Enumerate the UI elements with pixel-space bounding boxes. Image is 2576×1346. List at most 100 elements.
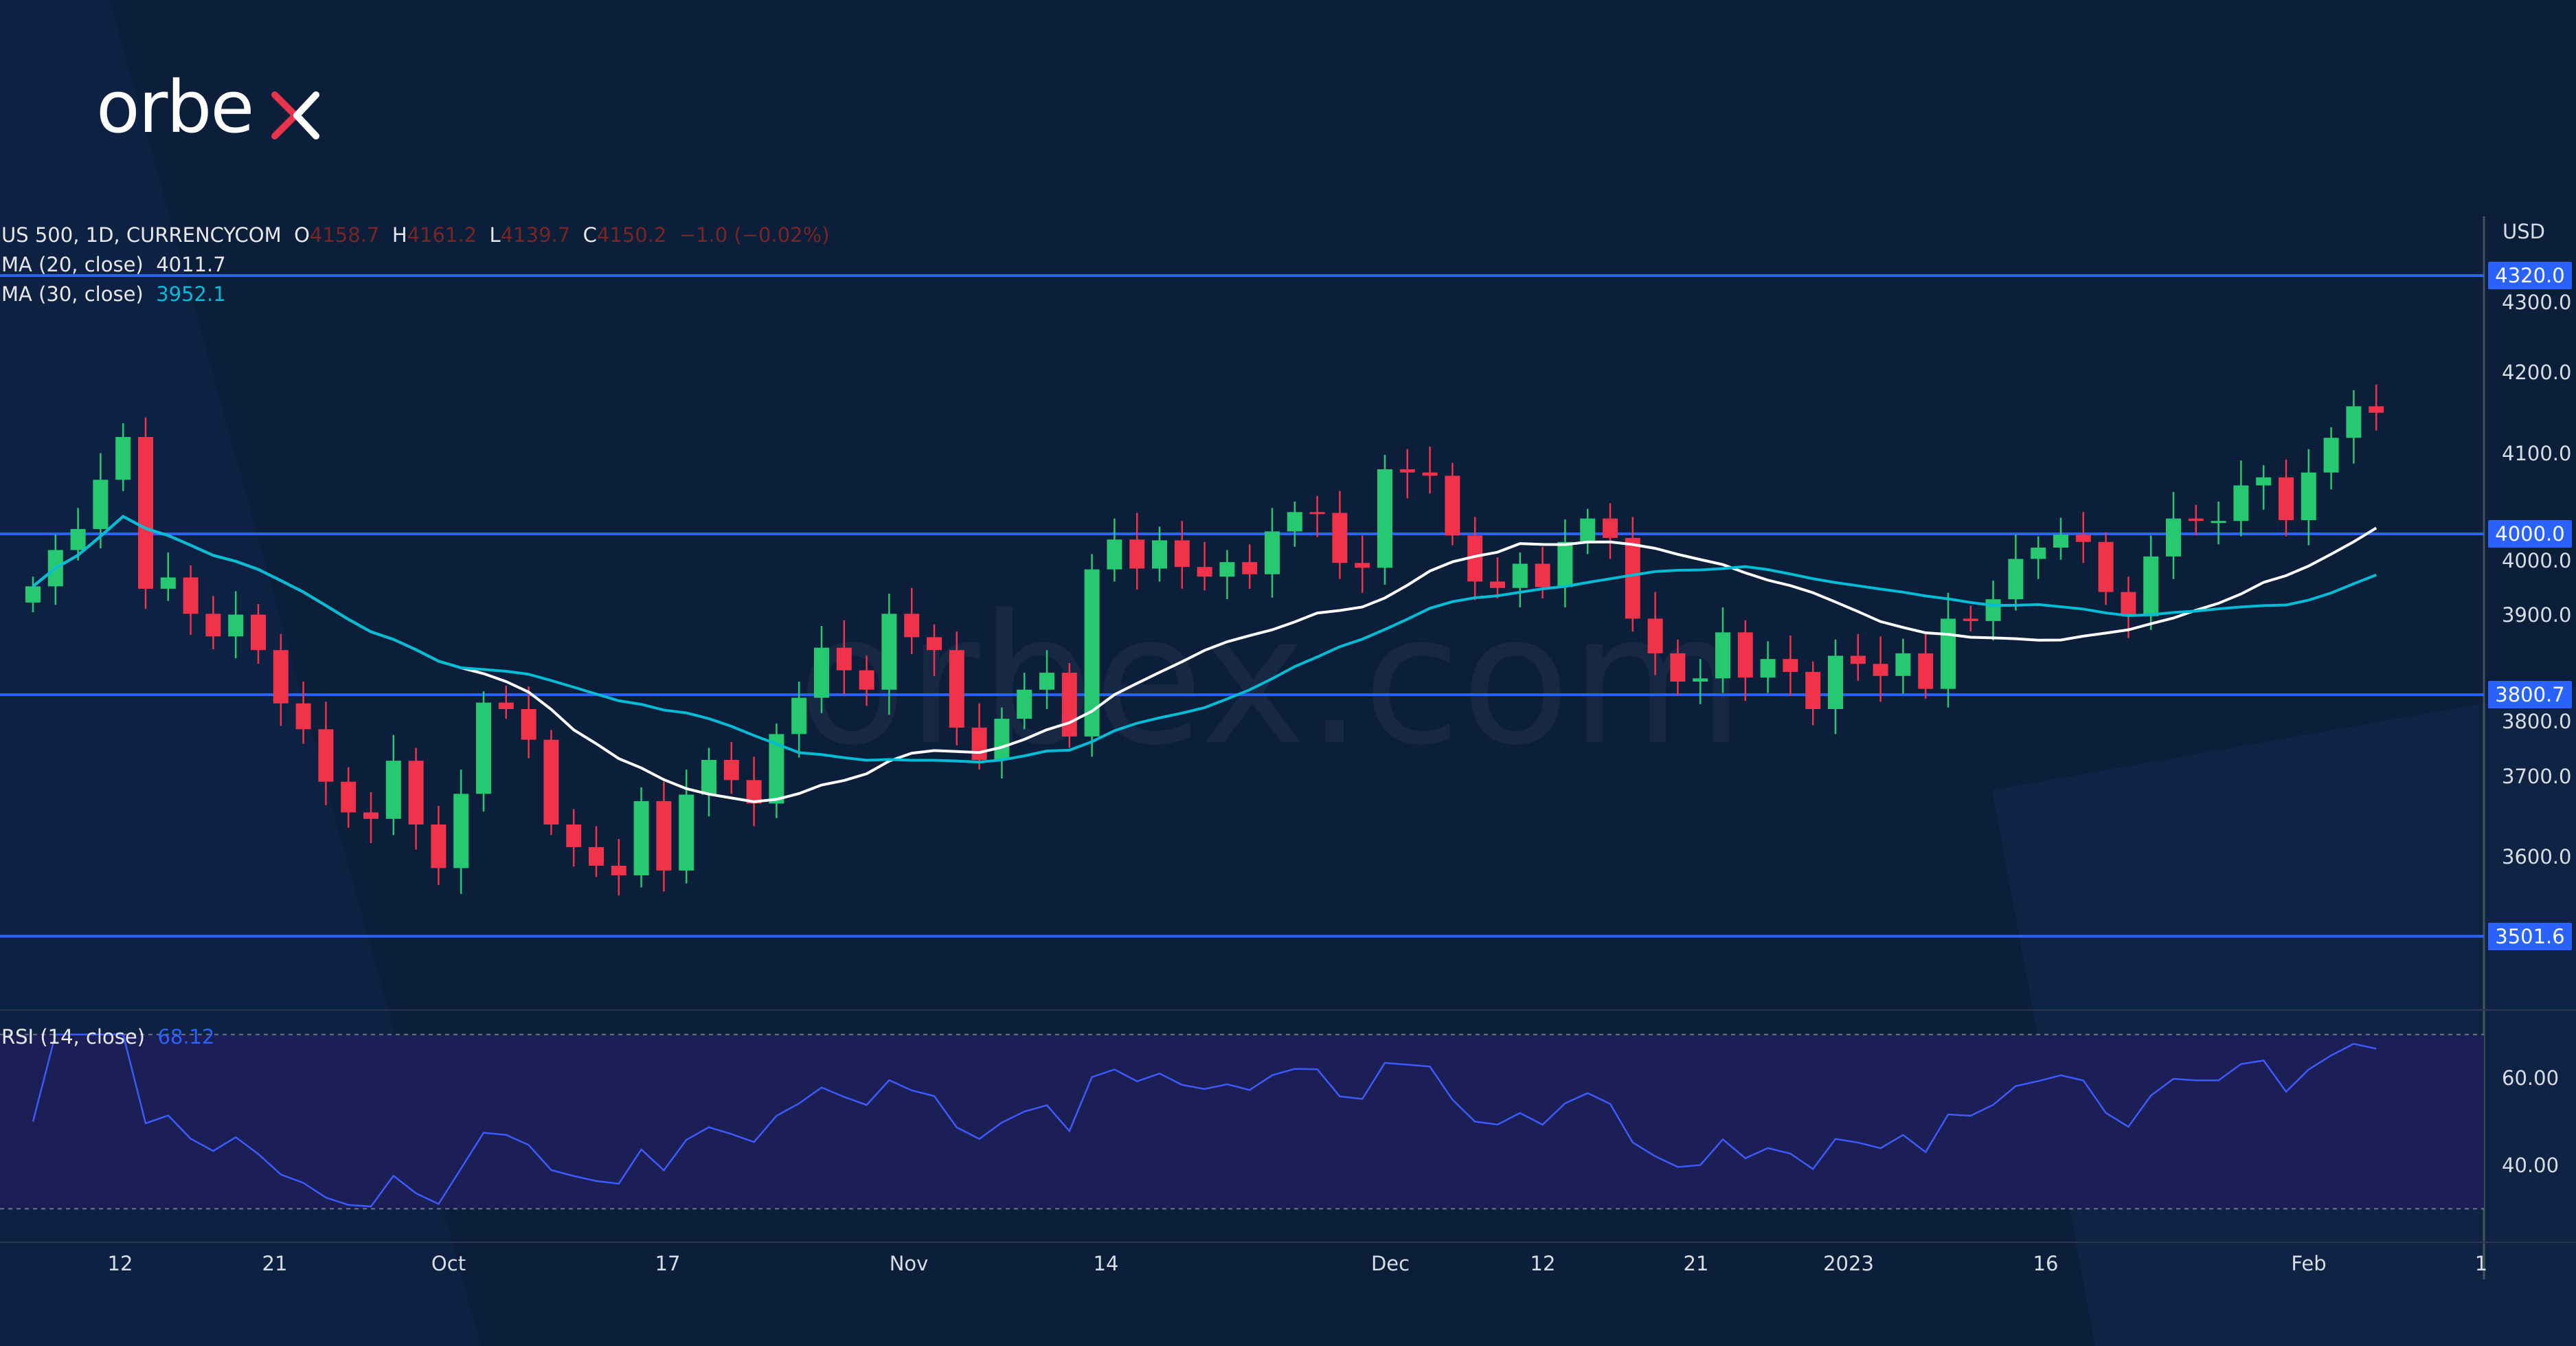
close-label: C (583, 223, 597, 247)
candle-body (1467, 535, 1483, 582)
candle-body (2143, 556, 2159, 616)
rsi-label: RSI (14, close) (1, 1025, 145, 1048)
candle-body (1737, 632, 1753, 678)
candle-body (1715, 632, 1730, 679)
candle-body (1963, 618, 1978, 621)
candle-body (1061, 673, 1077, 737)
candle-body (1490, 581, 1505, 588)
price-tick: 4300.0 (2502, 291, 2572, 314)
candle-body (205, 614, 221, 637)
candle-body (228, 614, 244, 637)
candle-body (93, 480, 109, 529)
candle-body (679, 794, 694, 871)
time-tick: 14 (1093, 1252, 1119, 1275)
candle-body (994, 719, 1010, 760)
candle-body (1512, 563, 1528, 588)
candle-body (1265, 531, 1280, 574)
candle-body (1828, 655, 1843, 709)
candle-body (1647, 618, 1663, 653)
candle-body (1107, 539, 1122, 570)
time-tick: 12 (1530, 1252, 1556, 1275)
candle-body (2279, 477, 2294, 521)
svg-text:orbe: orbe (96, 76, 253, 144)
close-value: 4150.2 (596, 223, 667, 247)
candle-body (453, 794, 469, 868)
candle-body (1985, 599, 2001, 621)
candle-body (1422, 472, 1438, 476)
time-tick: Nov (889, 1252, 929, 1275)
candle-body (1017, 689, 1032, 719)
time-tick: 21 (1683, 1252, 1709, 1275)
candle-body (1918, 653, 1934, 689)
candle-body (2301, 472, 2316, 521)
candle-body (1873, 664, 1888, 676)
time-tick: 2023 (1823, 1252, 1874, 1275)
low-value: 4139.7 (500, 223, 571, 247)
ma30-line (32, 515, 2377, 764)
candle-body (25, 586, 41, 603)
candle-body (273, 650, 289, 704)
candle-body (881, 614, 897, 690)
candle-body (2188, 518, 2204, 521)
rsi-legend[interactable]: RSI (14, close) 68.12 (1, 1025, 214, 1048)
candle-body (1174, 540, 1190, 568)
candle-body (656, 800, 672, 871)
symbol-legend: US 500, 1D, CURRENCYCOM O4158.7 H4161.2 … (1, 223, 830, 247)
candle-body (1805, 671, 1821, 709)
candle-body (1152, 540, 1167, 569)
level-price-tag[interactable]: 4320.0 (2488, 262, 2572, 289)
candle-body (295, 703, 311, 730)
candle-body (1399, 469, 1415, 473)
candle-body (611, 865, 626, 876)
ma20-value: 4011.7 (156, 253, 226, 276)
candle-body (183, 577, 199, 614)
candle-body (1039, 673, 1054, 690)
candle-body (836, 647, 852, 671)
level-price-tag[interactable]: 3501.6 (2488, 922, 2572, 950)
price-tick: 4100.0 (2502, 441, 2572, 465)
candle-body (521, 708, 536, 740)
candle-body (859, 670, 874, 690)
rsi-tick: 60.00 (2502, 1066, 2560, 1090)
candle-body (318, 729, 334, 782)
level-price-tag[interactable]: 4000.0 (2488, 520, 2572, 548)
candle-body (904, 614, 920, 638)
candle-body (1625, 537, 1640, 619)
ma20-legend[interactable]: MA (20, close) 4011.7 (1, 253, 226, 276)
candle-body (723, 760, 739, 781)
change-value: −1.0 (−0.02%) (679, 223, 830, 247)
candle-body (927, 637, 942, 651)
candle-body (2369, 406, 2384, 413)
orbex-logo: orbe (96, 76, 319, 144)
candle-body (949, 650, 964, 728)
candle-body (769, 734, 784, 804)
candle-body (2256, 477, 2272, 486)
candle-body (1445, 475, 1460, 536)
price-tick: 4200.0 (2502, 361, 2572, 384)
candle-body (1084, 569, 1100, 737)
ma30-legend[interactable]: MA (30, close) 3952.1 (1, 282, 226, 306)
candle-body (1693, 678, 1708, 682)
candle-body (1377, 469, 1392, 568)
candle-body (160, 577, 176, 589)
candle-body (2323, 438, 2339, 473)
currency-label: USD (2502, 220, 2545, 243)
high-value: 4161.2 (407, 223, 477, 247)
candle-body (791, 697, 807, 734)
time-tick: 1 (2474, 1252, 2488, 1275)
candle-body (385, 761, 401, 819)
candle-body (1603, 518, 1618, 538)
rsi-line (32, 1033, 2377, 1208)
candle-body (1895, 653, 1911, 676)
candle-body (1941, 618, 1956, 689)
level-price-tag[interactable]: 3800.7 (2488, 681, 2572, 709)
candle-body (1557, 541, 1573, 587)
price-tick: 3700.0 (2502, 764, 2572, 788)
candle-body (70, 528, 86, 550)
candle-body (363, 812, 379, 819)
rsi-band (0, 1034, 2484, 1209)
candle-body (543, 739, 559, 825)
time-tick: 21 (262, 1252, 288, 1275)
ma20-label: MA (20, close) (1, 253, 144, 276)
